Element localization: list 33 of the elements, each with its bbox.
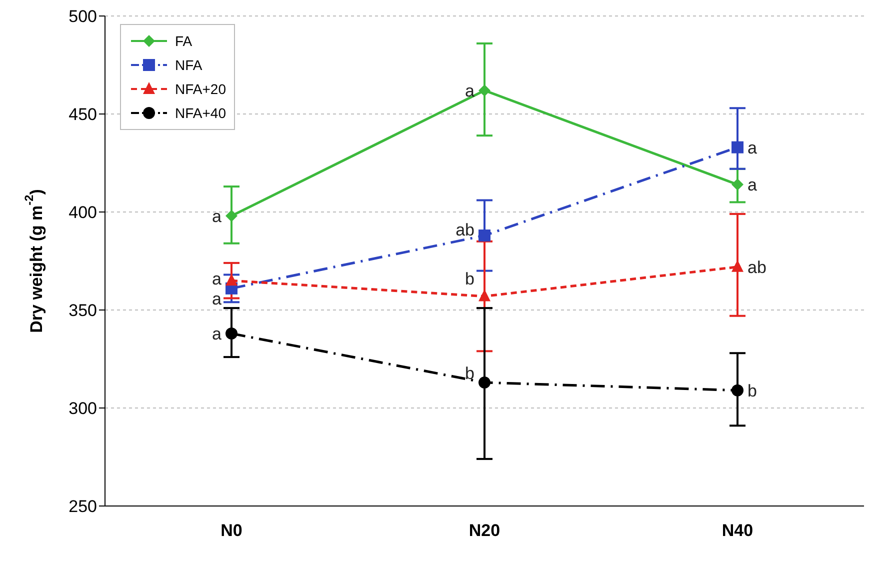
point	[478, 230, 490, 242]
y-tick-label: 400	[68, 203, 97, 222]
legend-label: NFA+20	[175, 81, 226, 97]
legend-label: FA	[175, 33, 192, 49]
y-tick-label: 300	[68, 399, 97, 418]
annotation: ab	[748, 258, 766, 277]
annotation: a	[465, 82, 476, 101]
annotation: b	[465, 364, 474, 383]
point	[732, 141, 744, 154]
annotation: a	[748, 138, 758, 158]
legend-label: NFA	[175, 57, 202, 73]
annotation: b	[748, 381, 757, 400]
y-tick-label: 350	[68, 301, 97, 320]
annotation: a	[212, 270, 222, 289]
y-tick-label: 500	[68, 7, 97, 26]
point	[226, 210, 238, 222]
annotation: ab	[456, 220, 474, 240]
x-tick-label: N40	[722, 521, 754, 540]
point	[478, 376, 490, 389]
annotation: a	[212, 206, 222, 226]
annotation: a	[748, 176, 758, 195]
point	[478, 84, 490, 96]
x-tick-label: N0	[220, 521, 242, 540]
annotation: a	[212, 324, 222, 344]
annotation: a	[212, 289, 222, 308]
x-tick-label: N20	[468, 521, 500, 540]
point	[226, 328, 238, 340]
point	[732, 384, 744, 396]
point	[732, 178, 744, 191]
y-tick-label: 250	[68, 497, 97, 516]
legend-label: NFA+40	[175, 105, 226, 121]
annotation: b	[465, 270, 474, 289]
y-tick-label: 450	[68, 105, 97, 124]
